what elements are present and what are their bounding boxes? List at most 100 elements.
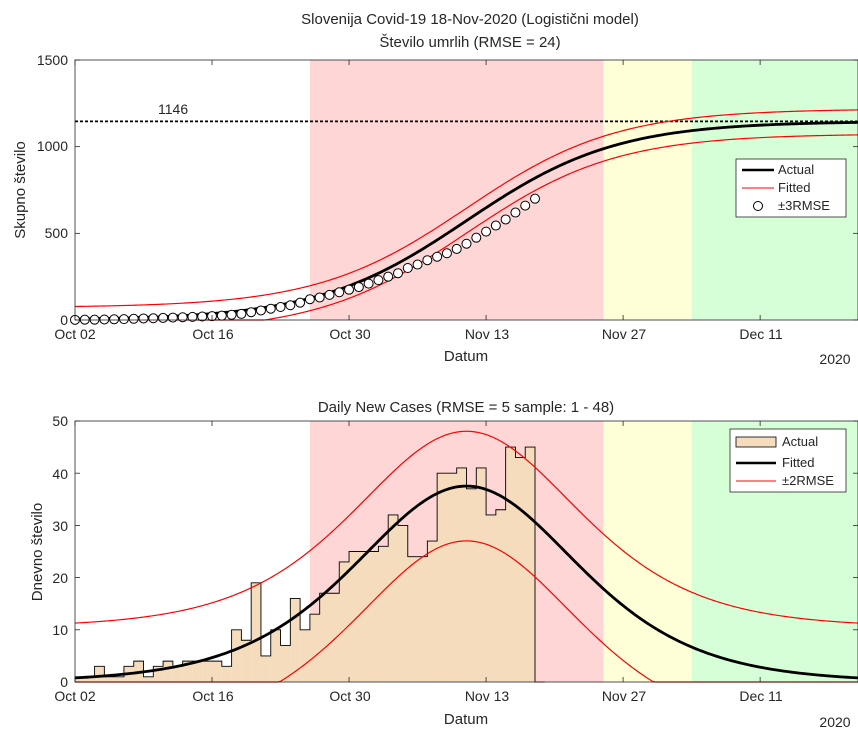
daily-bar bbox=[212, 661, 222, 682]
daily-bar bbox=[221, 666, 232, 682]
daily-bar bbox=[495, 509, 506, 682]
bottom-x-ticks: Oct 02 Oct 16 Oct 30 Nov 13 Nov 27 Dec 1… bbox=[54, 688, 782, 704]
top-x-tick-label: Oct 30 bbox=[329, 326, 370, 342]
actual-point bbox=[530, 193, 541, 204]
top-y-axis-label: Skupno število bbox=[12, 141, 29, 239]
actual-point bbox=[118, 314, 129, 325]
actual-point bbox=[334, 287, 345, 298]
top-year-label: 2020 bbox=[819, 351, 850, 367]
daily-bar bbox=[143, 676, 154, 682]
daily-bar bbox=[437, 473, 447, 682]
top-legend-fitted-label: Fitted bbox=[778, 180, 811, 195]
daily-new-cases-chart: Daily New Cases (RMSE = 5 sample: 1 - 48… bbox=[29, 399, 858, 730]
top-legend: Actual Fitted ±3RMSE bbox=[735, 158, 847, 218]
top-y-tick-label: 0 bbox=[60, 312, 68, 328]
actual-point bbox=[314, 292, 325, 303]
actual-point bbox=[226, 309, 237, 320]
daily-bar bbox=[397, 525, 408, 682]
actual-point bbox=[344, 284, 355, 295]
daily-bar bbox=[182, 661, 193, 682]
actual-point bbox=[285, 300, 296, 311]
daily-bar bbox=[260, 655, 271, 682]
actual-point bbox=[363, 278, 374, 289]
actual-point bbox=[500, 214, 511, 225]
bottom-y-tick-label: 20 bbox=[52, 570, 68, 586]
bottom-y-axis-label: Dnevno število bbox=[29, 503, 46, 601]
actual-point bbox=[353, 282, 364, 293]
actual-point bbox=[481, 226, 492, 237]
shaded-region-1 bbox=[603, 421, 692, 682]
bottom-y-tick-label: 40 bbox=[52, 466, 68, 482]
actual-point bbox=[451, 243, 462, 254]
bottom-y-tick-label: 30 bbox=[52, 518, 68, 534]
daily-bar bbox=[486, 514, 496, 682]
top-y-ticks: 0 500 1000 1500 bbox=[37, 52, 68, 328]
actual-point bbox=[255, 305, 266, 316]
actual-point bbox=[520, 200, 531, 211]
top-x-tick-label: Nov 13 bbox=[465, 326, 510, 342]
bottom-axes-box bbox=[74, 420, 858, 683]
actual-point bbox=[128, 313, 139, 324]
daily-bar bbox=[300, 629, 310, 682]
actual-point bbox=[265, 303, 276, 314]
bottom-legend: Actual Fitted ±2RMSE bbox=[729, 428, 847, 493]
actual-point bbox=[148, 313, 159, 324]
reference-line-label: 1146 bbox=[158, 101, 188, 117]
daily-bar bbox=[515, 457, 526, 682]
daily-bar bbox=[466, 488, 477, 682]
daily-bar bbox=[280, 645, 291, 682]
daily-bar bbox=[456, 467, 467, 682]
actual-point bbox=[383, 271, 394, 282]
actual-point bbox=[197, 311, 208, 322]
actual-point bbox=[216, 310, 227, 321]
daily-bar bbox=[378, 546, 389, 682]
daily-bar bbox=[202, 661, 213, 682]
daily-stairs-outline bbox=[74, 446, 545, 683]
actual-point bbox=[373, 275, 384, 286]
daily-bar bbox=[368, 551, 379, 682]
bottom-x-tick-label: Oct 16 bbox=[192, 688, 233, 704]
bottom-y-tick-label: 50 bbox=[52, 413, 68, 429]
actual-point bbox=[304, 294, 315, 305]
daily-fitted-line bbox=[74, 484, 858, 680]
bottom-x-tick-label: Nov 13 bbox=[465, 688, 510, 704]
actual-point bbox=[461, 238, 472, 249]
daily-bar bbox=[476, 467, 487, 682]
actual-point bbox=[392, 268, 403, 279]
bottom-x-tick-label: Nov 27 bbox=[602, 688, 647, 704]
top-y-tick-label: 500 bbox=[45, 225, 69, 241]
daily-bar bbox=[75, 676, 85, 682]
actual-point bbox=[177, 312, 188, 323]
actual-point bbox=[275, 302, 286, 312]
bottom-x-tick-label: Dec 11 bbox=[739, 688, 783, 704]
bottom-y-tick-label: 10 bbox=[52, 622, 68, 638]
daily-bar bbox=[446, 473, 457, 682]
bottom-x-tick-label: Oct 02 bbox=[54, 688, 95, 704]
daily-bar bbox=[104, 676, 115, 682]
actual-point bbox=[99, 314, 110, 325]
daily-bar bbox=[251, 582, 261, 682]
actual-point bbox=[422, 255, 433, 266]
daily-bar bbox=[407, 556, 418, 682]
daily-bar bbox=[349, 551, 359, 682]
bottom-year-label: 2020 bbox=[819, 714, 850, 730]
bottom-legend-rmse-label: ±2RMSE bbox=[782, 473, 834, 488]
daily-bar bbox=[427, 541, 438, 682]
daily-bar bbox=[172, 666, 183, 682]
actual-point bbox=[236, 308, 247, 319]
daily-bar bbox=[94, 666, 105, 682]
bottom-chart-title: Daily New Cases (RMSE = 5 sample: 1 - 48… bbox=[318, 399, 614, 416]
top-y-tick-label: 1500 bbox=[37, 52, 68, 68]
top-x-tick-label: Nov 27 bbox=[602, 326, 647, 342]
daily-bar bbox=[388, 514, 398, 682]
bottom-y-ticks: 0 10 20 30 40 50 bbox=[52, 413, 68, 690]
daily-bar bbox=[153, 666, 164, 682]
actual-point bbox=[158, 312, 169, 323]
actual-point bbox=[295, 297, 306, 308]
daily-bar bbox=[329, 593, 340, 682]
bottom-x-axis-label: Datum bbox=[444, 711, 488, 728]
daily-bar bbox=[270, 629, 281, 682]
shaded-region-1 bbox=[603, 60, 692, 320]
actual-point bbox=[402, 263, 413, 273]
actual-point bbox=[109, 314, 120, 325]
